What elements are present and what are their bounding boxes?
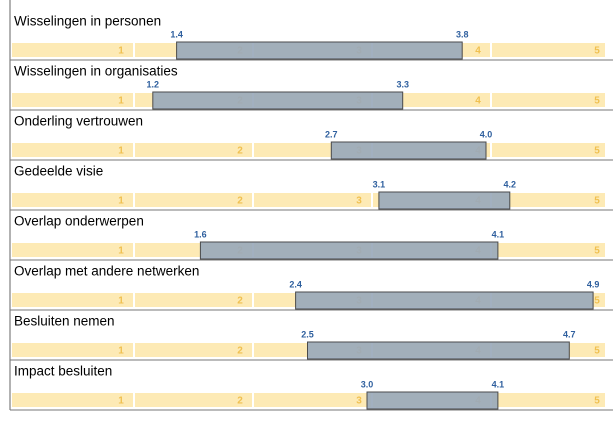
- range-bar: [366, 391, 499, 410]
- panel-title: Gedeelde visie: [14, 164, 103, 179]
- value-label: 4.0: [480, 129, 493, 139]
- panel-title: Overlap met andere netwerken: [14, 264, 199, 279]
- panel-title: Overlap onderwerpen: [14, 214, 144, 229]
- panel-title: Wisselingen in organisaties: [14, 64, 178, 79]
- value-label: 1.6: [194, 229, 207, 239]
- value-label: 2.7: [325, 129, 338, 139]
- range-bar: [152, 91, 404, 110]
- x-tick-label: 1: [118, 196, 124, 207]
- panel-title: Besluiten nemen: [14, 314, 115, 329]
- range-bar: [307, 341, 570, 360]
- x-tick-label: 4: [475, 46, 481, 57]
- range-bar: [330, 141, 487, 160]
- panel-title: Wisselingen in personen: [14, 14, 161, 29]
- value-label: 3.1: [373, 179, 386, 189]
- value-label: 3.0: [361, 379, 374, 389]
- x-tick-label: 1: [118, 296, 124, 307]
- range-bar: [176, 41, 463, 60]
- x-tick-label: 2: [237, 146, 243, 157]
- x-tick-label: 2: [237, 346, 243, 357]
- x-tick-label: 1: [118, 146, 124, 157]
- x-tick-label: 1: [118, 96, 124, 107]
- x-tick-label: 5: [594, 246, 600, 257]
- x-tick-label: 5: [594, 96, 600, 107]
- value-label: 4.9: [587, 279, 600, 289]
- band: [12, 143, 605, 157]
- value-label: 2.5: [301, 329, 314, 339]
- value-label: 4.7: [563, 329, 576, 339]
- x-tick-label: 5: [594, 396, 600, 407]
- band: [12, 393, 605, 407]
- value-label: 4.2: [504, 179, 517, 189]
- range-bar: [378, 191, 511, 210]
- x-tick-label: 2: [237, 396, 243, 407]
- x-tick-label: 2: [237, 196, 243, 207]
- value-label: 4.1: [492, 379, 505, 389]
- value-label: 3.3: [396, 79, 409, 89]
- x-tick-label: 1: [118, 246, 124, 257]
- value-label: 2.4: [289, 279, 302, 289]
- value-label: 1.2: [147, 79, 160, 89]
- panel-title: Impact besluiten: [14, 364, 112, 379]
- x-tick-label: 5: [594, 46, 600, 57]
- range-bar: [199, 241, 499, 260]
- x-tick-label: 5: [594, 346, 600, 357]
- band: [12, 193, 605, 207]
- x-tick-label: 5: [594, 296, 600, 307]
- range-bar: [295, 291, 594, 310]
- x-tick-label: 2: [237, 296, 243, 307]
- x-tick-label: 3: [356, 196, 362, 207]
- x-tick-label: 4: [475, 96, 481, 107]
- value-label: 4.1: [492, 229, 505, 239]
- x-tick-label: 1: [118, 46, 124, 57]
- value-label: 3.8: [456, 29, 469, 39]
- x-tick-label: 5: [594, 196, 600, 207]
- x-tick-label: 3: [356, 396, 362, 407]
- x-tick-label: 5: [594, 146, 600, 157]
- panel-title: Onderling vertrouwen: [14, 114, 143, 129]
- x-tick-label: 1: [118, 346, 124, 357]
- value-label: 1.4: [170, 29, 183, 39]
- x-tick-label: 1: [118, 396, 124, 407]
